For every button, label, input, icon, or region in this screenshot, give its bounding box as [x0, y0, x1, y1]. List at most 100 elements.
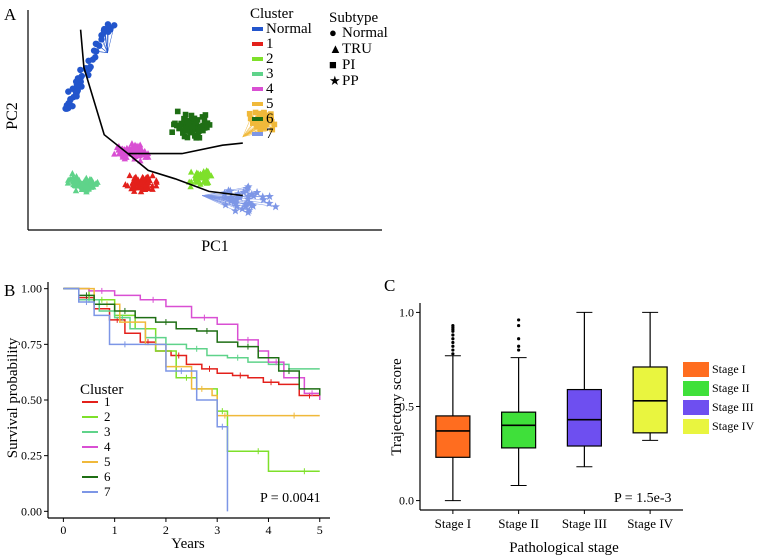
- pca-point-cluster-3: [65, 176, 72, 183]
- subtype-legend-symbol: ●: [329, 25, 337, 40]
- pca-point-cluster-6: [193, 133, 199, 139]
- pca-point-cluster-4: [113, 144, 121, 151]
- stage-legend-label: Stage III: [712, 400, 754, 414]
- pca-point-cluster-7: [231, 206, 240, 215]
- box-outlier: [451, 348, 455, 352]
- subtype-legend-symbol: ▲: [329, 41, 342, 56]
- pca-point-cluster-4: [128, 140, 136, 147]
- pca-point-cluster-4: [137, 145, 145, 152]
- stage-legend-label: Stage II: [712, 381, 750, 395]
- pca-point-cluster-6: [202, 112, 209, 118]
- subtype-legend: ● Normal▲ TRU ■ PI★ PP: [329, 25, 388, 89]
- km-x-tick-label: 3: [214, 523, 220, 537]
- cluster-legend-label: 7: [266, 126, 274, 142]
- box-x-tick-label: Stage II: [498, 516, 539, 531]
- panel-label-a: A: [4, 5, 17, 24]
- pca-point-cluster-1: [126, 172, 133, 179]
- km-y-tick-label: 1.00: [21, 282, 42, 296]
- pca-point-cluster-3: [73, 172, 80, 179]
- pca-point-cluster-6: [184, 134, 191, 141]
- pca-point-cluster-3: [83, 183, 90, 190]
- pca-point-cluster-normal: [74, 87, 81, 94]
- pca-point-cluster-5: [267, 118, 274, 124]
- box-outlier: [451, 323, 455, 328]
- stage-legend-swatch: [683, 381, 709, 396]
- pca-point-cluster-2: [193, 174, 201, 181]
- km-curves: [63, 287, 321, 512]
- pca-point-cluster-5: [247, 115, 254, 122]
- pca-point-cluster-7: [240, 199, 250, 208]
- branch-link: [202, 195, 236, 212]
- pca-point-cluster-6: [182, 111, 189, 118]
- cluster-legend-swatch: [252, 117, 263, 121]
- pca-point-cluster-7: [239, 187, 248, 196]
- pca-point-cluster-6: [176, 125, 182, 132]
- pca-point-cluster-7: [264, 198, 274, 208]
- cluster-legend-swatch: [252, 57, 263, 61]
- box-outlier: [451, 333, 455, 337]
- pca-point-cluster-5: [254, 123, 260, 130]
- box-outlier: [451, 352, 455, 356]
- box-outlier: [451, 337, 455, 341]
- pca-point-cluster-5: [246, 110, 253, 117]
- pca-point-cluster-normal: [87, 63, 94, 70]
- pca-point-cluster-7: [243, 194, 253, 203]
- pca-point-cluster-1: [137, 188, 145, 195]
- box-outlier: [517, 323, 521, 328]
- pca-point-cluster-5: [260, 123, 266, 129]
- box-x-tick-label: Stage IV: [627, 516, 673, 531]
- pca-point-cluster-6: [169, 129, 175, 135]
- box-stage-iv: [632, 366, 668, 434]
- box-outlier: [451, 340, 455, 345]
- cluster-legend-swatch: [252, 42, 263, 46]
- box-y-tick-label: 0.0: [399, 494, 414, 508]
- pca-point-cluster-1: [153, 182, 160, 189]
- pca-point-cluster-6: [200, 127, 206, 134]
- pca-point-cluster-6: [181, 115, 187, 122]
- cluster-legend-swatch: [252, 72, 263, 76]
- cluster-legend-label: 4: [266, 81, 274, 97]
- pca-point-cluster-7: [248, 201, 258, 210]
- box-outlier: [517, 318, 521, 322]
- pca-point-cluster-4: [121, 151, 129, 158]
- pca-points: [62, 21, 280, 217]
- km-curve-cluster-6: [63, 287, 321, 396]
- pca-point-cluster-3: [86, 175, 94, 182]
- cluster-legend-label: 3: [266, 66, 274, 82]
- pca-point-cluster-2: [187, 183, 194, 190]
- pca-point-cluster-normal: [98, 36, 105, 43]
- km-ticks: 0 1 2 3 4 50.000.250.500.751.00: [21, 282, 323, 537]
- km-x-tick-label: 4: [265, 523, 271, 537]
- km-legend-label: 1: [104, 394, 111, 409]
- km-x-tick-label: 1: [112, 523, 118, 537]
- subtype-legend-symbol: ■: [329, 57, 337, 72]
- pca-point-cluster-6: [199, 114, 206, 120]
- pca-point-cluster-6: [196, 126, 202, 133]
- pca-point-cluster-7: [244, 198, 254, 207]
- panel-b-survival: 0 1 2 3 4 50.000.250.500.751.00 Years Surviva…: [5, 282, 330, 552]
- pca-point-cluster-4: [116, 149, 123, 156]
- pca-point-cluster-2: [205, 172, 212, 179]
- subtype-legend-label: Normal: [342, 25, 388, 41]
- branch-link: [242, 118, 251, 137]
- pca-point-cluster-4: [129, 146, 137, 153]
- pca-point-cluster-7: [259, 195, 268, 204]
- pca-point-cluster-6: [185, 120, 192, 127]
- pca-point-cluster-normal: [92, 54, 99, 61]
- pca-point-cluster-6: [189, 129, 196, 136]
- pca-point-cluster-6: [204, 120, 211, 126]
- pca-point-cluster-7: [221, 200, 230, 209]
- pca-trajectory-branch: [127, 152, 243, 197]
- subtype-legend-label: TRU: [342, 41, 372, 57]
- stage-legend-label: Stage I: [712, 362, 746, 376]
- pca-point-cluster-5: [252, 109, 259, 116]
- pca-point-cluster-normal: [77, 66, 84, 74]
- panel-c-boxplot: 0.00.51.0 Stage I Stage II Stage III Stage …: [389, 303, 755, 556]
- box-outlier: [517, 337, 521, 341]
- pca-point-cluster-normal: [65, 104, 72, 112]
- pca-point-cluster-normal: [75, 76, 82, 83]
- pca-point-cluster-7: [258, 192, 268, 201]
- pca-point-cluster-7: [234, 189, 243, 198]
